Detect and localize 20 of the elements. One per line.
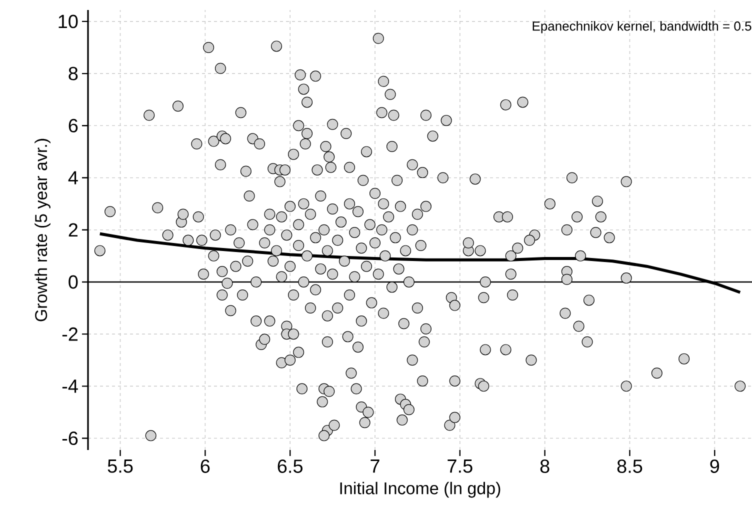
y-tick-label: 2 <box>68 223 78 236</box>
x-tick-label: 8.5 <box>617 460 642 473</box>
x-tick-label: 7 <box>370 460 380 473</box>
y-tick-label: -2 <box>62 327 78 341</box>
x-tick-label: 9 <box>710 460 720 473</box>
x-tick-label: 7.5 <box>448 460 472 473</box>
y-tick-label: -4 <box>62 380 78 393</box>
x-tick-label: 8 <box>540 460 550 473</box>
y-axis-title: Growth rate (5 year avr.) <box>34 138 50 322</box>
y-tick-label: 4 <box>68 171 78 184</box>
y-tick-label: 6 <box>68 118 78 132</box>
x-tick-label: 6 <box>200 460 210 473</box>
y-tick-label: -6 <box>62 432 78 446</box>
y-tick-label: 8 <box>68 66 78 80</box>
x-tick-label: 5.5 <box>108 460 133 473</box>
x-axis-title: Initial Income (ln gdp) <box>340 482 500 498</box>
x-tick-label: 6.5 <box>278 460 302 473</box>
y-tick-label: 0 <box>68 275 78 289</box>
y-tick-label: 10 <box>58 14 78 28</box>
annotation: Epanechnikov kernel, bandwidth = 0.5 <box>532 21 752 34</box>
